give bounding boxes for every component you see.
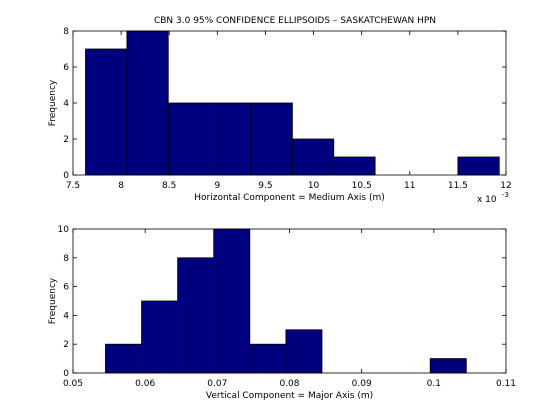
x-exponent-power: -3	[502, 191, 509, 199]
x-tick-label: 8	[118, 181, 124, 191]
y-tick-label: 4	[63, 99, 69, 109]
histogram-bar	[429, 358, 467, 374]
y-tick-label: 8	[63, 254, 69, 264]
x-axis-label: Vertical Component = Major Axis (m)	[206, 391, 373, 401]
x-tick-label: 0.06	[135, 379, 155, 389]
y-tick-label: 2	[63, 135, 69, 145]
histogram-bar	[250, 102, 293, 176]
y-tick-label: 8	[63, 27, 69, 37]
y-tick-label: 4	[63, 311, 69, 321]
y-axis-label: Frequency	[48, 79, 58, 126]
x-tick-label: 7.5	[66, 181, 80, 191]
x-tick-label: 0.1	[427, 379, 441, 389]
figure-title: CBN 3.0 95% CONFIDENCE ELLIPSOIDS – SASK…	[154, 16, 436, 26]
y-tick-label: 6	[63, 283, 69, 293]
histogram-bar	[105, 343, 142, 374]
x-tick-label: 0.05	[63, 379, 83, 389]
histogram-bar	[213, 228, 251, 374]
y-axis-label: Frequency	[48, 277, 58, 324]
y-tick-label: 0	[63, 369, 69, 379]
x-tick-label: 0.08	[279, 379, 299, 389]
histogram-bar	[291, 138, 335, 176]
x-tick-label: 0.11	[496, 379, 516, 389]
x-tick-label: 8.5	[162, 181, 176, 191]
x-tick-label: 9.5	[258, 181, 272, 191]
x-tick-label: 0.07	[207, 379, 227, 389]
histogram-bar	[333, 156, 376, 176]
histogram-bar	[209, 102, 252, 176]
histogram-bar	[141, 300, 179, 374]
x-tick-label: 10	[308, 181, 320, 191]
histogram-bar	[126, 30, 169, 176]
x-tick-label: 10.5	[352, 181, 372, 191]
vertical-histogram-panel: 0.05 0.06 0.07 0.08 0.09 0.1 0.11 0 2 4 6 8 10 Vertic…	[48, 225, 516, 401]
y-tick-label: 10	[58, 225, 70, 235]
x-tick-label: 9	[214, 181, 220, 191]
x-exponent-label: x 10	[477, 195, 497, 205]
histogram-bar	[167, 102, 211, 176]
x-tick-label: 12	[500, 181, 511, 191]
histogram-bar	[249, 343, 287, 374]
histogram-bar	[285, 329, 323, 374]
x-tick-label: 11.5	[448, 181, 468, 191]
histogram-bar	[177, 257, 215, 374]
y-tick-label: 2	[63, 340, 69, 350]
horizontal-histogram-panel: 7.5 8 8.5 9 9.5 10 10.5 11 11.5 12 0 2 4 6 8 Horizontal…	[48, 27, 512, 205]
x-tick-label: 11	[404, 181, 415, 191]
histogram-bar	[457, 156, 500, 176]
x-tick-label: 0.09	[352, 379, 372, 389]
y-tick-label: 0	[63, 171, 69, 181]
x-axis-label: Horizontal Component = Medium Axis (m)	[194, 193, 385, 203]
histogram-bar	[85, 48, 128, 176]
y-tick-label: 6	[63, 63, 69, 73]
